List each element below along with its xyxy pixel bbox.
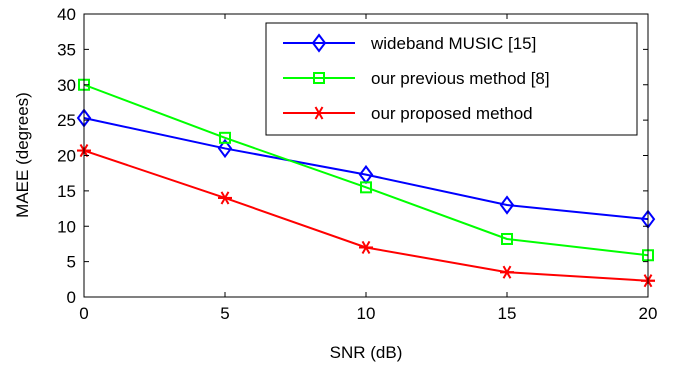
data-point-series-2-1	[218, 191, 232, 205]
y-tick-label-0: 0	[67, 288, 76, 307]
legend: wideband MUSIC [15] our previous method […	[265, 22, 638, 136]
y-tick-label-4: 20	[57, 147, 76, 166]
x-tick-label-1: 5	[220, 304, 229, 323]
legend-marker-2	[312, 106, 326, 120]
y-tick-label-7: 35	[57, 40, 76, 59]
y-tick-label-6: 30	[57, 76, 76, 95]
legend-label-0: wideband MUSIC [15]	[370, 34, 536, 53]
x-axis-label: SNR (dB)	[330, 343, 403, 362]
axes-layer: 0 5 10 15 20 0 5 10 15 20 25 30 35 40	[57, 5, 657, 323]
legend-label-1: our previous method [8]	[371, 69, 550, 88]
series-line-0	[83, 117, 649, 221]
y-tick-label-5: 25	[57, 111, 76, 130]
legend-label-2: our proposed method	[371, 104, 533, 123]
x-tick-label-2: 10	[357, 304, 376, 323]
x-tick-label-0: 0	[79, 304, 88, 323]
data-point-series-1-1	[219, 131, 231, 144]
data-point-series-2-2	[359, 240, 373, 255]
legend-marker-1	[313, 72, 325, 84]
data-point-series-1-3	[501, 232, 513, 245]
data-point-series-0-3	[499, 195, 515, 215]
data-point-series-1-2	[360, 181, 372, 194]
y-tick-label-2: 10	[57, 217, 76, 236]
y-tick-label-8: 40	[57, 5, 76, 24]
y-tick-label-3: 15	[57, 182, 76, 201]
legend-marker-0	[311, 33, 327, 53]
data-point-series-2-3	[500, 265, 514, 279]
x-tick-label-3: 15	[498, 304, 517, 323]
series-line-1	[83, 83, 649, 257]
y-axis-label: MAEE (degrees)	[13, 92, 32, 218]
y-tick-label-1: 5	[67, 253, 76, 272]
data-point-series-0-1	[217, 138, 233, 159]
x-tick-label-4: 20	[639, 304, 658, 323]
